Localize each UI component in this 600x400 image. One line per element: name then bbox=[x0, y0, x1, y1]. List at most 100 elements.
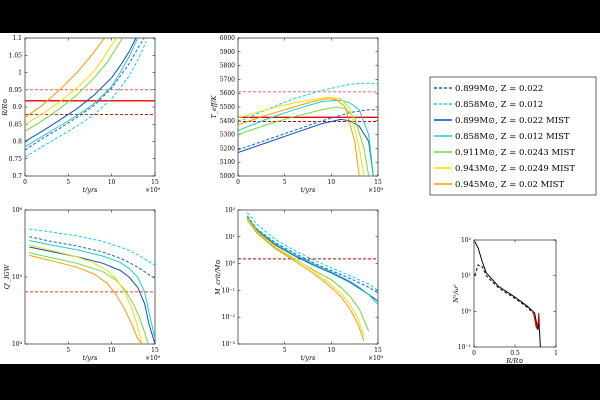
y-tick-label: 10⁰ bbox=[225, 261, 236, 268]
series-line-1 bbox=[25, 41, 147, 158]
legend-entry-label: 0.943M⊙, Z = 0.0249 MIST bbox=[455, 164, 575, 174]
y-tick-label: 5800 bbox=[220, 63, 235, 70]
x-multiplier-label: ×10⁹ bbox=[145, 187, 161, 194]
legend-entry-label: 0.945M⊙, Z = 0.02 MIST bbox=[455, 180, 565, 190]
panel-mass-ratio: 10⁻³ 10⁻² 10⁻¹ 10⁰ 10¹ 10² 5 10 15 t/yrs M_crit/M⊙… bbox=[214, 207, 384, 362]
series-line-6 bbox=[238, 98, 360, 176]
figure-canvas: 0.7 0.75 0.8 0.85 0.9 0.95 1 1.05 1.1 0 5 10 15 t/yrs… bbox=[0, 33, 600, 364]
y-tick-label: 6000 bbox=[220, 35, 235, 42]
series-line-2 bbox=[532, 311, 541, 331]
y-tick-label: 5000 bbox=[220, 173, 235, 180]
series-line-1 bbox=[246, 212, 378, 291]
x-tick-label: 0.5 bbox=[510, 350, 520, 357]
y-tick-label: 1.1 bbox=[12, 35, 22, 42]
plot-area bbox=[25, 228, 155, 344]
x-multiplier-label: ×10⁹ bbox=[368, 187, 384, 194]
series-line-4 bbox=[238, 106, 370, 176]
y-tick-label: 10⁻² bbox=[222, 314, 236, 321]
series-line-1 bbox=[238, 82, 378, 123]
y-tick-label: 5500 bbox=[220, 104, 235, 111]
series-line-0 bbox=[25, 38, 145, 151]
x-tick-label: 0 bbox=[472, 350, 476, 357]
y-axis-label: R/R⊙ bbox=[1, 98, 9, 116]
y-tick-label: 1.05 bbox=[9, 52, 23, 59]
y-axis-label: T_eff/K bbox=[210, 94, 218, 118]
y-tick-label: 0.8 bbox=[12, 139, 22, 146]
legend-entry-label: 0.858M⊙, Z = 0.012 MIST bbox=[455, 132, 570, 142]
legend-frame bbox=[429, 76, 597, 196]
y-tick-label: 0.9 bbox=[12, 104, 22, 111]
series-line-6 bbox=[29, 254, 143, 344]
x-axis-label: t/yrs bbox=[83, 186, 99, 194]
y-tick-label: 10² bbox=[461, 237, 472, 244]
y-tick-label: 10⁰ bbox=[461, 308, 472, 315]
legend-entry-label: 0.858M⊙, Z = 0.012 bbox=[455, 100, 543, 110]
y-tick-label: 0.75 bbox=[9, 156, 23, 163]
series-line-4 bbox=[246, 219, 370, 332]
series-line-2 bbox=[238, 118, 374, 176]
plot-frame bbox=[473, 239, 557, 348]
plot-frame bbox=[237, 209, 379, 345]
x-multiplier-label: ×10⁹ bbox=[368, 355, 384, 362]
x-tick-label: 0 bbox=[23, 179, 27, 186]
series-line-1 bbox=[29, 228, 155, 266]
y-tick-label: 5700 bbox=[220, 76, 235, 83]
x-tick-label: 5 bbox=[283, 347, 287, 354]
y-tick-label: 5200 bbox=[220, 145, 235, 152]
y-tick-label: 10⁶ bbox=[12, 207, 23, 214]
series-line-5 bbox=[238, 96, 365, 176]
x-tick-label: 5 bbox=[66, 179, 70, 186]
series-line-2 bbox=[25, 38, 137, 142]
series-line-4 bbox=[25, 38, 124, 132]
plot-frame bbox=[237, 37, 379, 177]
y-tick-label: 1 bbox=[18, 70, 22, 77]
series-line-5 bbox=[25, 38, 119, 125]
x-axis-label: R/R⊙ bbox=[505, 357, 523, 364]
x-tick-label: 15 bbox=[151, 179, 159, 186]
x-axis-label: t/yrs bbox=[301, 186, 317, 194]
y-tick-label: 0.7 bbox=[12, 173, 22, 180]
series-line-3 bbox=[29, 240, 155, 339]
x-tick-label: 10 bbox=[108, 179, 116, 186]
series-line-0 bbox=[29, 236, 155, 279]
panel-q-iw: 10⁴ 10⁵ 10⁶ 5 10 15 t/yrs Q'_IGW ×10⁹ bbox=[3, 207, 161, 362]
legend-entry-label: 0.911M⊙, Z = 0.0243 MIST bbox=[455, 148, 575, 158]
y-tick-label: 10¹ bbox=[461, 273, 471, 280]
y-tick-label: 10⁻¹ bbox=[458, 344, 471, 351]
y-tick-label: 10⁴ bbox=[12, 341, 23, 348]
series-line-5 bbox=[246, 218, 365, 337]
x-axis-label: t/yrs bbox=[83, 354, 99, 362]
y-tick-label: 10⁻¹ bbox=[222, 287, 235, 294]
y-tick-label: 0.95 bbox=[9, 87, 23, 94]
panel-profile: 10⁻¹ 10⁰ 10¹ 10² 0 0.5 1 R/R⊙ N²/ω² bbox=[452, 237, 558, 364]
plot-area bbox=[25, 38, 155, 158]
x-tick-label: 15 bbox=[374, 179, 382, 186]
y-tick-label: 10⁻³ bbox=[222, 341, 236, 348]
panel-radius: 0.7 0.75 0.8 0.85 0.9 0.95 1 1.05 1.1 0 5 10 15 t/yrs… bbox=[1, 35, 161, 194]
y-tick-label: 10² bbox=[225, 207, 236, 214]
panel-teff: 5000510052005300540055005600570058005900… bbox=[210, 35, 384, 194]
y-tick-label: 10¹ bbox=[225, 234, 235, 241]
legend: 0.899M⊙, Z = 0.022 0.858M⊙, Z = 0.012 0.89… bbox=[429, 76, 597, 196]
x-tick-label: 10 bbox=[108, 347, 116, 354]
series-line-5 bbox=[29, 244, 143, 344]
x-tick-label: 5 bbox=[66, 347, 70, 354]
x-tick-label: 5 bbox=[283, 179, 287, 186]
y-tick-label: 5100 bbox=[220, 159, 235, 166]
x-tick-label: 1 bbox=[554, 350, 558, 357]
series-line-6 bbox=[25, 38, 107, 118]
y-tick-label: 5400 bbox=[220, 118, 235, 125]
y-tick-label: 5300 bbox=[220, 132, 235, 139]
y-axis-label: N²/ω² bbox=[452, 284, 460, 304]
series-line-6 bbox=[246, 219, 365, 342]
x-tick-label: 15 bbox=[374, 347, 382, 354]
series-line-3 bbox=[238, 99, 374, 176]
plot-frame bbox=[24, 209, 156, 345]
x-tick-label: 10 bbox=[328, 179, 336, 186]
series-line-3 bbox=[25, 38, 139, 148]
legend-entry-label: 0.899M⊙, Z = 0.022 bbox=[455, 84, 543, 94]
x-tick-label: 10 bbox=[328, 347, 336, 354]
series-line-1 bbox=[474, 264, 534, 314]
series-line-3 bbox=[246, 216, 378, 305]
